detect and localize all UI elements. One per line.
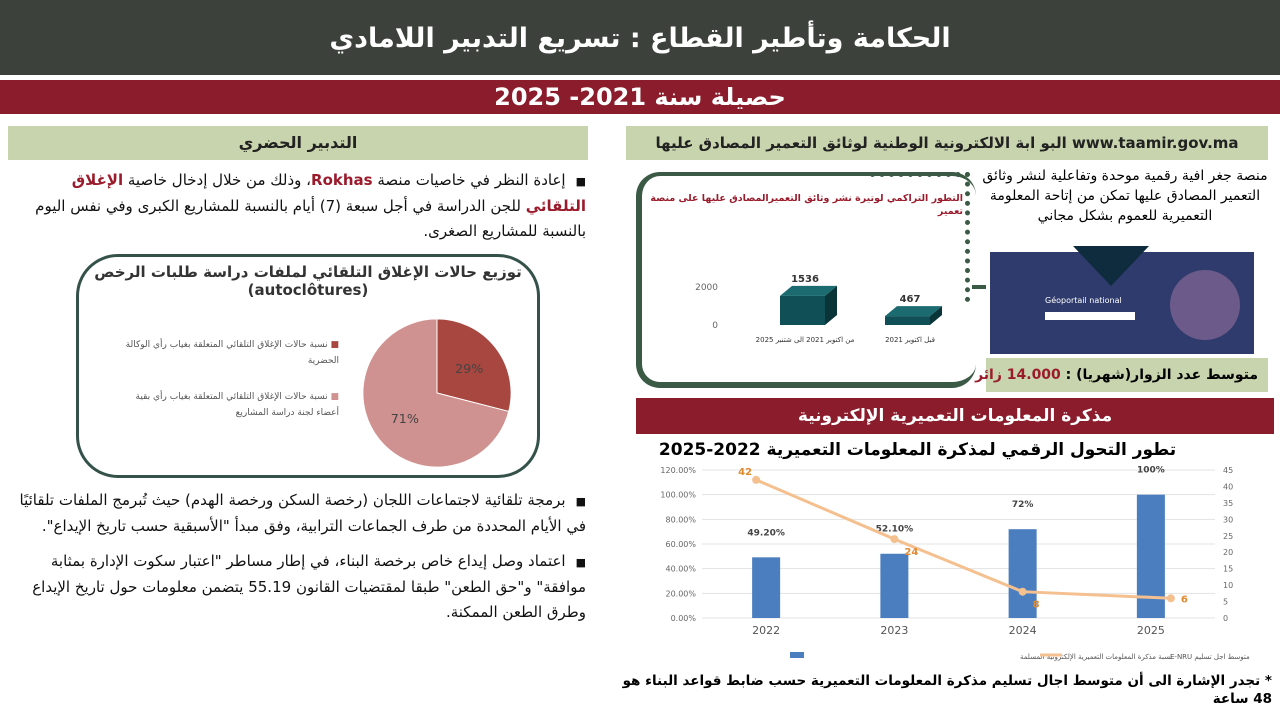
line-label: 24 — [904, 547, 918, 558]
bar-label: 72% — [1012, 500, 1034, 510]
pie-chart-box: توزيع حالات الإغلاق التلقائي لملفات دراس… — [76, 254, 540, 478]
pie-legend-2: ■ نسبة حالات الإغلاق التلقائي المتعلقة ب… — [135, 392, 339, 418]
portal-search — [1045, 312, 1135, 320]
line-series — [755, 478, 1171, 600]
legend-label: نسبة حالات الإغلاق التلقائي المتعلقة بغي… — [125, 340, 339, 366]
pie-label: 29% — [455, 361, 483, 376]
rokhas-text: Rokhas — [311, 171, 373, 189]
footnote: * تجدر الإشارة الى أن متوسط اجال تسليم م… — [622, 673, 1272, 707]
x-label: من اكتوبر 2021 الى شتنبر 2025 — [756, 336, 855, 344]
portal-description: منصة جغر افية رقمية موحدة وتفاعلية لنشر … — [982, 168, 1268, 224]
x-tick: 2023 — [880, 624, 908, 637]
y-tick-left: 20.00% — [665, 589, 696, 598]
publication-bar-chart: 2000 0 1536 من اكتوبر 2021 الى شتنبر 2025 46… — [695, 274, 942, 344]
y-tick-right: 35 — [1223, 499, 1233, 508]
text: برمجة تلقائية لاجتماعات اللجان (رخصة الس… — [19, 491, 586, 535]
bar — [752, 557, 781, 618]
y-tick-left: 40.00% — [665, 565, 696, 574]
illustration — [1170, 270, 1240, 340]
slide-subtitle: حصيلة سنة 2021- 2025 — [0, 80, 1280, 114]
y-tick: 2000 — [695, 283, 718, 293]
x-tick: 2025 — [1137, 624, 1165, 637]
data-label: 1536 — [791, 274, 819, 285]
pie-subtitle: (autoclôtures) — [247, 281, 369, 299]
visitors-label: متوسط عدد الزوار(شهريا) : — [1060, 367, 1258, 383]
left-column: ■إعادة النظر في خاصيات منصة Rokhas، وذلك… — [14, 168, 586, 716]
enru-chart-title: تطور التحول الرقمي لمذكرة المعلومات التع… — [658, 440, 1177, 460]
legend-swatch — [790, 652, 804, 658]
legend-label: نسبة مذكرة المعلومات التعميرية الإلكترون… — [1020, 653, 1172, 661]
bar-side — [825, 285, 837, 325]
text: للجن الدراسة في أجل سبعة (7) أيام بالنسب… — [35, 197, 586, 240]
down-triangle-icon — [1073, 246, 1149, 286]
y-tick-right: 15 — [1223, 565, 1233, 574]
dotted-connector — [870, 172, 970, 302]
bar — [880, 553, 909, 618]
visitors-value: 14.000 زائر — [975, 367, 1061, 383]
y-tick-left: 100.00% — [660, 491, 696, 500]
bullet-receipt: ■اعتماد وصل إيداع خاص برخصة البناء، في إ… — [32, 552, 586, 621]
bar-label: 49.20% — [747, 528, 785, 538]
pie-label: 71% — [391, 411, 419, 426]
y-tick-left: 120.00% — [660, 466, 696, 475]
bar — [1136, 494, 1165, 618]
line-point — [890, 535, 899, 544]
text: ، وذلك من خلال إدخال خاصية — [123, 171, 312, 189]
text: اعتماد وصل إيداع خاص برخصة البناء، في إط… — [32, 552, 586, 621]
bullet-rokhas: ■إعادة النظر في خاصيات منصة Rokhas، وذلك… — [35, 171, 586, 240]
y-tick-left: 80.00% — [665, 515, 696, 524]
x-tick: 2022 — [752, 624, 780, 637]
bar — [1008, 529, 1037, 618]
left-section-title: التدبير الحضري — [8, 126, 588, 160]
y-tick-right: 0 — [1223, 614, 1228, 623]
pie-titles: توزيع حالات الإغلاق التلقائي لملفات دراس… — [93, 263, 523, 299]
bar — [885, 316, 930, 325]
pie-title: توزيع حالات الإغلاق التلقائي لملفات دراس… — [94, 263, 522, 281]
y-tick-left: 0.00% — [671, 614, 697, 623]
y-tick-right: 30 — [1223, 515, 1233, 524]
line-point — [1018, 587, 1027, 596]
pie-legend-1: ■ نسبة حالات الإغلاق التلقائي المتعلقة ب… — [125, 340, 339, 366]
bar-top — [885, 306, 942, 317]
autoclose-text: الإغلاق التلقائي — [71, 171, 586, 215]
enru-combo-chart: 0.00% 20.00% 40.00% 60.00% 80.00% 100.00% 120.… — [660, 466, 1250, 661]
line-label: 42 — [738, 467, 752, 478]
line-point — [752, 475, 761, 484]
bar-label: 52.10% — [876, 525, 914, 535]
portal-label: Géoportail national — [1045, 296, 1122, 305]
line-label: 8 — [1033, 600, 1040, 611]
bar-side — [930, 306, 942, 325]
y-tick-right: 5 — [1223, 598, 1228, 607]
y-tick-right: 40 — [1223, 482, 1233, 491]
line-label: 6 — [1181, 594, 1188, 605]
right-section-title: البو ابة الالكترونية الوطنية لوثائق التع… — [626, 126, 1268, 160]
publication-chart-title: التطور التراكمي لوتيرة نشر وثائق التعمير… — [650, 193, 963, 217]
publication-chart-box — [636, 172, 976, 388]
bar-top — [780, 285, 837, 296]
data-label: 467 — [900, 294, 921, 305]
y-tick-right: 45 — [1223, 466, 1233, 475]
y-tick-right: 10 — [1223, 581, 1233, 590]
y-tick-left: 60.00% — [665, 540, 696, 549]
bar — [780, 295, 825, 325]
y-tick: 0 — [712, 321, 718, 331]
pie-slice — [436, 318, 512, 413]
enru-section-title: مذكرة المعلومات التعميرية الإلكترونية — [636, 398, 1274, 434]
pie-slice — [362, 318, 510, 468]
pie: 29% 71% — [362, 318, 512, 468]
x-tick: 2024 — [1009, 624, 1037, 637]
slide-title: الحكامة وتأطير القطاع : تسريع التدبير ال… — [0, 0, 1280, 78]
arrow-icon — [972, 285, 986, 289]
legend-label: متوسط اجل تسليم E-NRU — [1170, 653, 1250, 661]
legend-label: نسبة حالات الإغلاق التلقائي المتعلقة بغي… — [135, 392, 339, 418]
bar-label: 100% — [1137, 466, 1165, 476]
line-point — [1166, 594, 1175, 603]
text: إعادة النظر في خاصيات منصة — [372, 171, 566, 189]
visitors-box: متوسط عدد الزوار(شهريا) : 14.000 زائر — [975, 358, 1268, 392]
y-tick-right: 20 — [1223, 548, 1233, 557]
y-tick-right: 25 — [1223, 532, 1233, 541]
bullet-meetings: ■برمجة تلقائية لاجتماعات اللجان (رخصة ال… — [19, 491, 586, 535]
x-label: قبل اكتوبر 2021 — [885, 336, 935, 344]
